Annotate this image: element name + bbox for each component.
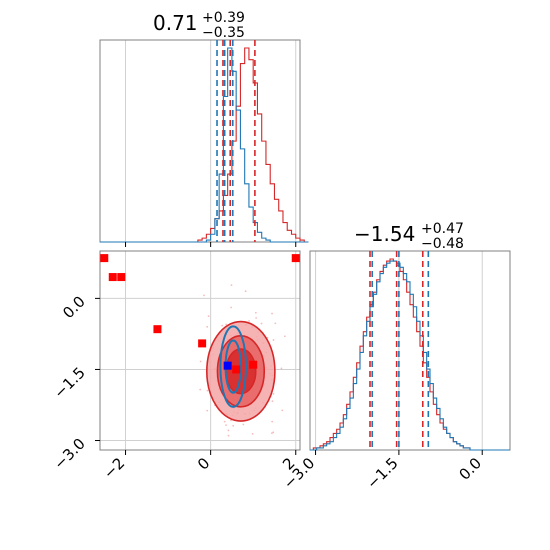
y-tick-label: −1.5 [50, 364, 88, 402]
sample-point [272, 431, 275, 434]
sample-point [281, 409, 284, 412]
x-tick-label: 0 [194, 454, 213, 473]
sample-point [206, 389, 209, 392]
sample-point [206, 409, 209, 412]
contour-blue-1 [219, 325, 247, 408]
sample-point [248, 320, 250, 322]
marker-blue [223, 361, 232, 370]
title-y-plus: +0.47 [421, 221, 464, 237]
sample-point [254, 311, 257, 314]
histogram-panel-x [99, 39, 309, 247]
sample-point [251, 432, 254, 435]
sample-point [230, 306, 233, 309]
histogram-panel-y: −3.0 −1.5 0.0 [280, 250, 511, 493]
sample-point [225, 323, 228, 326]
sample-point [242, 423, 245, 426]
sample-point [272, 339, 275, 341]
title-y-value: −1.54 [354, 222, 415, 246]
sample-point [227, 434, 230, 437]
sample-point [271, 400, 274, 403]
panel-frame [99, 250, 301, 451]
sample-point [280, 367, 283, 370]
sample-point [203, 294, 205, 297]
sample-point [244, 290, 247, 293]
y-tick-label: −3.0 [50, 435, 88, 473]
panel-frame [99, 39, 301, 243]
sample-point [199, 388, 202, 391]
y-tick-label: 0.0 [59, 292, 89, 322]
marker-red [100, 254, 109, 263]
sample-point [223, 420, 226, 423]
sample-point [272, 393, 275, 395]
sample-point [207, 315, 210, 318]
sample-point [274, 322, 277, 325]
marker-red [153, 325, 162, 334]
marker-red [198, 339, 207, 348]
histogram-series-blue [100, 47, 309, 243]
sample-point [283, 335, 286, 338]
histogram-series-blue [310, 260, 510, 451]
sample-point [225, 424, 227, 427]
sample-point [227, 429, 230, 432]
marker-red [108, 273, 117, 282]
sample-point [230, 284, 233, 287]
marker-red [232, 365, 241, 374]
sample-point [271, 312, 273, 315]
sample-point [270, 432, 273, 435]
marker-red [117, 273, 126, 282]
marker-red [291, 254, 300, 263]
scatter-panel-xy: −2 0 20.0−1.5−3.0 [50, 250, 301, 482]
sample-point [206, 325, 209, 328]
sample-point [255, 317, 258, 319]
title-y-minus: −0.48 [421, 236, 464, 252]
panel-frame [309, 250, 511, 451]
x-tick-label: 0.0 [455, 454, 485, 484]
x-tick-label: −1.5 [363, 454, 401, 492]
sample-point [232, 424, 235, 427]
marker-red [249, 360, 258, 369]
x-tick-label: −2 [100, 454, 128, 482]
title-x-minus: −0.35 [202, 25, 245, 41]
sample-point [271, 420, 274, 423]
sample-point [199, 360, 202, 363]
title-x-plus: +0.39 [202, 10, 245, 26]
histogram-series-red [100, 47, 309, 243]
title-x-value: 0.71 [153, 11, 198, 35]
sample-point [221, 324, 224, 327]
sample-point [260, 322, 263, 325]
